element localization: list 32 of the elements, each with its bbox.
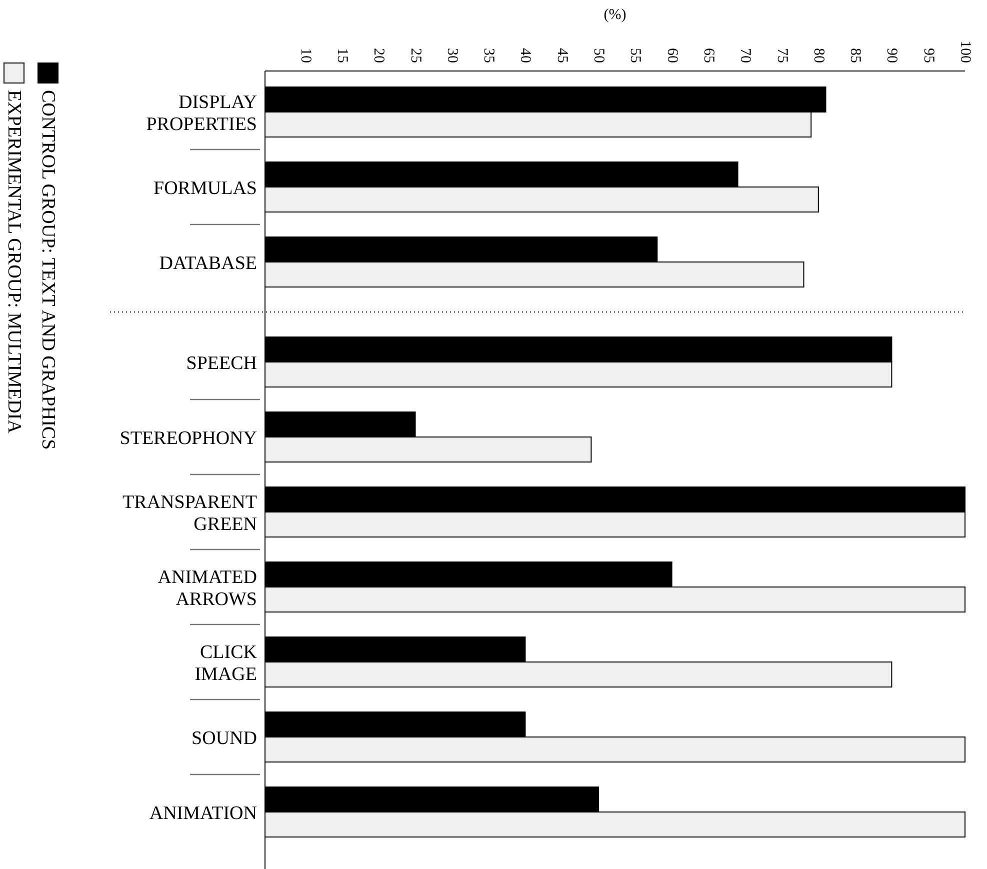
x-tick-label: 10 xyxy=(297,48,314,63)
x-tick-label: 50 xyxy=(590,48,607,63)
y-tick-label: TRANSPARENT GREEN xyxy=(122,492,258,535)
y-tick-label: FORMULAS xyxy=(154,178,257,199)
y-tick-label: STEREOPHONY xyxy=(120,428,258,449)
x-tick-label: 25 xyxy=(407,48,424,63)
x-tick-label: 15 xyxy=(334,48,350,63)
x-tick-label: 55 xyxy=(627,48,644,63)
x-tick-label: 60 xyxy=(664,48,680,63)
y-tick-label: ANIMATED ARROWS xyxy=(158,567,257,610)
x-tick-label: 85 xyxy=(847,48,864,63)
legend-label: CONTROL GROUP: TEXT AND GRAPHICS xyxy=(38,90,58,450)
x-tick-label: 75 xyxy=(774,48,790,63)
y-tick-label: SOUND xyxy=(192,728,257,749)
x-tick-label: 20 xyxy=(370,48,387,63)
x-tick-label: 45 xyxy=(554,48,570,63)
y-tick-label: DATABASE xyxy=(159,253,257,274)
y-tick-label: CLICK IMAGE xyxy=(194,642,258,685)
x-axis-title: (%) xyxy=(604,7,626,23)
y-tick-label: SPEECH xyxy=(186,353,258,374)
y-tick-label: ANIMATION xyxy=(149,803,258,824)
x-tick-label: 90 xyxy=(884,48,900,63)
legend-label: EXPERIMENTAL GROUP: MULTIMEDIA xyxy=(4,90,24,434)
x-tick-label: 100 xyxy=(957,40,973,63)
x-tick-label: 80 xyxy=(810,48,826,63)
x-tick-label: 30 xyxy=(444,48,460,63)
x-tick-label: 65 xyxy=(700,48,716,63)
x-tick-label: 40 xyxy=(517,48,534,63)
y-tick-label: DISPLAY PROPERTIES xyxy=(146,92,258,135)
x-tick-label: 35 xyxy=(480,48,497,63)
x-tick-label: 70 xyxy=(737,48,754,63)
x-tick-label: 95 xyxy=(920,48,936,63)
